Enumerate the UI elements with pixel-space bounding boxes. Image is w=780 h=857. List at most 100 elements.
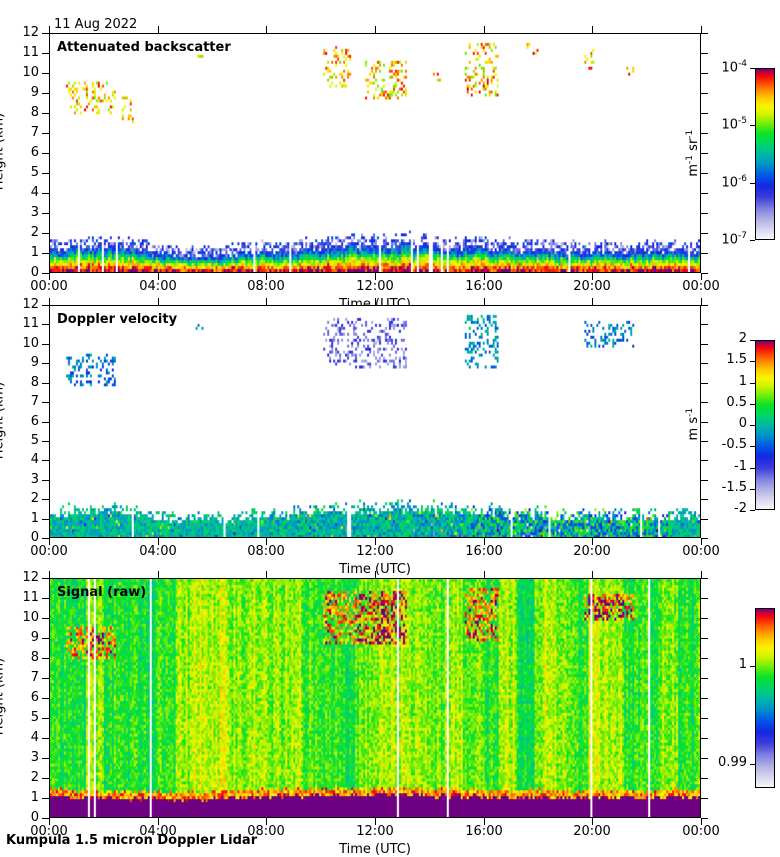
- plot-area-signal-raw[interactable]: [49, 578, 701, 818]
- y-tick-label: 2: [30, 770, 39, 785]
- x-tick-mark: [49, 538, 50, 545]
- y-tick-label: 1: [30, 511, 39, 526]
- y-tick-mark: [42, 233, 49, 234]
- y-tick-mark-right: [701, 778, 708, 779]
- y-tick-label: 12: [22, 25, 39, 40]
- colorbar-signal-label: 0.99: [718, 755, 747, 770]
- x-tick-mark: [701, 818, 702, 825]
- x-tick-label: 16:00: [465, 544, 503, 559]
- y-tick-mark: [42, 383, 49, 384]
- y-tick-label: 3: [30, 472, 39, 487]
- colorbar-doppler-label: -2: [734, 501, 747, 516]
- colorbar-backscatter-label: 10-7: [721, 231, 747, 248]
- y-tick-mark-right: [701, 273, 708, 274]
- y-tick-label: 11: [22, 316, 39, 331]
- x-tick-mark-top: [266, 26, 267, 33]
- y-tick-mark-right: [701, 519, 708, 520]
- colorbar-gradient-signal: [756, 609, 774, 787]
- y-tick-mark-right: [701, 422, 708, 423]
- y-tick-mark-right: [701, 53, 708, 54]
- y-tick-mark: [42, 778, 49, 779]
- signal-heatmap-canvas: [50, 579, 700, 817]
- backscatter-heatmap-canvas: [50, 34, 700, 272]
- x-tick-mark: [701, 273, 702, 280]
- y-tick-label: 10: [22, 65, 39, 80]
- y-tick-mark: [42, 422, 49, 423]
- y-tick-label: 2: [30, 225, 39, 240]
- x-tick-label: 12:00: [356, 279, 394, 294]
- y-tick-label: 5: [30, 433, 39, 448]
- y-tick-label: 4: [30, 452, 39, 467]
- colorbar-strip-backscatter: [755, 68, 775, 240]
- y-tick-mark-right: [701, 480, 708, 481]
- y-tick-mark-right: [701, 193, 708, 194]
- colorbar-strip-doppler: [755, 340, 775, 510]
- y-tick-label: 8: [30, 105, 39, 120]
- y-tick-mark: [42, 324, 49, 325]
- x-tick-mark: [49, 818, 50, 825]
- y-tick-mark-right: [701, 344, 708, 345]
- x-tick-mark-top: [701, 571, 702, 578]
- x-tick-label: 20:00: [573, 279, 611, 294]
- y-tick-mark-right: [701, 233, 708, 234]
- y-tick-label: 0: [30, 265, 39, 280]
- x-tick-mark: [158, 273, 159, 280]
- y-tick-mark: [42, 818, 49, 819]
- y-tick-mark: [42, 718, 49, 719]
- plot-area-attenuated-backscatter[interactable]: [49, 33, 701, 273]
- x-tick-label: 04:00: [139, 544, 177, 559]
- y-tick-mark-right: [701, 818, 708, 819]
- y-tick-mark: [42, 402, 49, 403]
- plot-area-doppler-velocity[interactable]: [49, 305, 701, 538]
- y-tick-label: 6: [30, 690, 39, 705]
- x-tick-mark-top: [484, 571, 485, 578]
- y-tick-label: 12: [22, 297, 39, 312]
- y-tick-mark-right: [701, 153, 708, 154]
- y-tick-mark-right: [701, 133, 708, 134]
- x-tick-mark: [158, 818, 159, 825]
- colorbar-backscatter-label: 10-4: [721, 59, 747, 76]
- x-tick-label: 00:00: [682, 279, 720, 294]
- y-tick-mark: [42, 538, 49, 539]
- y-tick-mark: [42, 441, 49, 442]
- colorbar-signal-label: 1: [738, 657, 747, 672]
- colorbar-doppler-tick: [750, 361, 755, 362]
- y-tick-mark-right: [701, 324, 708, 325]
- y-tick-label: 11: [22, 590, 39, 605]
- y-tick-mark-right: [701, 698, 708, 699]
- colorbar-backscatter-tick: [750, 68, 755, 69]
- colorbar-backscatter-tick: [750, 125, 755, 126]
- y-tick-mark: [42, 213, 49, 214]
- y-tick-mark: [42, 344, 49, 345]
- y-tick-mark-right: [701, 738, 708, 739]
- x-tick-label: 00:00: [30, 279, 68, 294]
- colorbar-backscatter-tick: [750, 240, 755, 241]
- y-tick-mark-right: [701, 460, 708, 461]
- y-tick-label: 9: [30, 355, 39, 370]
- y-tick-mark: [42, 173, 49, 174]
- y-tick-mark-right: [701, 441, 708, 442]
- y-tick-label: 1: [30, 245, 39, 260]
- y-tick-label: 6: [30, 145, 39, 160]
- colorbar-doppler-tick: [750, 425, 755, 426]
- y-tick-mark: [42, 618, 49, 619]
- colorbar-doppler-label: -0.5: [721, 437, 747, 452]
- colorbar-doppler-tick: [750, 404, 755, 405]
- y-tick-mark: [42, 638, 49, 639]
- y-tick-label: 3: [30, 750, 39, 765]
- x-tick-mark-top: [484, 26, 485, 33]
- x-tick-label: 20:00: [573, 544, 611, 559]
- y-tick-mark-right: [701, 402, 708, 403]
- y-tick-mark-right: [701, 93, 708, 94]
- y-tick-mark-right: [701, 33, 708, 34]
- y-tick-mark: [42, 480, 49, 481]
- y-tick-label: 5: [30, 710, 39, 725]
- x-tick-mark-top: [484, 298, 485, 305]
- x-tick-label: 00:00: [30, 824, 68, 839]
- colorbar-doppler-tick: [750, 468, 755, 469]
- y-tick-mark: [42, 133, 49, 134]
- y-tick-mark: [42, 460, 49, 461]
- x-tick-label: 00:00: [682, 824, 720, 839]
- y-tick-mark-right: [701, 305, 708, 306]
- y-tick-mark-right: [701, 253, 708, 254]
